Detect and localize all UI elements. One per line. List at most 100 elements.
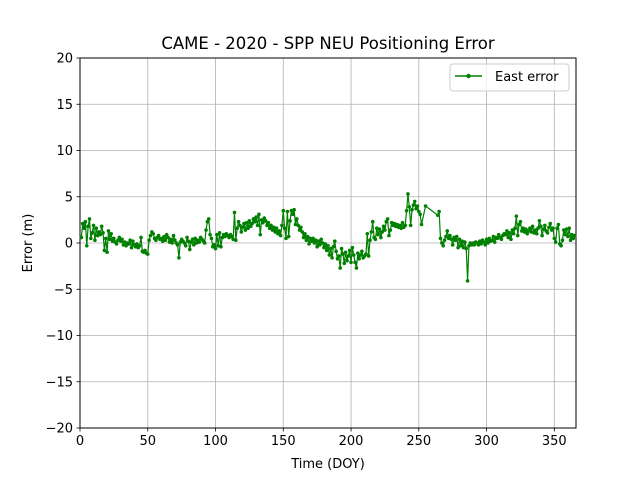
data-point [538, 224, 543, 229]
data-point [440, 241, 444, 245]
data-point [314, 238, 318, 243]
data-point [395, 222, 399, 227]
data-point [323, 242, 328, 246]
data-point [109, 231, 113, 236]
data-point [319, 237, 324, 242]
data-point [154, 238, 158, 243]
data-point [238, 223, 242, 228]
y-tick-label: 20 [56, 52, 73, 67]
data-point [116, 238, 120, 243]
data-point [171, 233, 176, 238]
data-point [419, 222, 424, 227]
data-point [560, 238, 565, 243]
data-point [90, 231, 94, 235]
data-point [202, 241, 207, 245]
data-point [236, 219, 241, 224]
data-point [467, 243, 471, 248]
data-point [342, 261, 347, 266]
data-point [356, 251, 360, 255]
data-point [459, 243, 463, 248]
data-point [265, 223, 269, 228]
data-point [446, 236, 451, 241]
data-point [337, 254, 341, 258]
data-point [461, 245, 466, 250]
data-point [308, 236, 313, 241]
data-point [370, 219, 375, 224]
data-point [567, 226, 572, 230]
x-tick-label: 200 [339, 434, 364, 449]
data-point [513, 226, 517, 230]
data-point [170, 241, 174, 245]
data-point [173, 238, 177, 243]
data-point [345, 258, 349, 263]
data-point [364, 252, 368, 256]
data-point [117, 235, 122, 240]
data-point [101, 231, 105, 235]
data-point [505, 229, 509, 233]
y-tick-label: −20 [46, 422, 73, 437]
data-point [240, 225, 245, 230]
data-point [551, 226, 555, 230]
data-point [108, 237, 112, 242]
data-point [339, 246, 344, 251]
data-point [189, 240, 193, 244]
data-point [357, 256, 361, 261]
data-point [261, 220, 265, 225]
data-point [379, 235, 383, 240]
data-point [389, 220, 394, 225]
data-point [288, 219, 292, 223]
data-point [506, 235, 511, 240]
data-point [484, 237, 489, 242]
data-point [312, 241, 317, 245]
data-point [162, 234, 166, 239]
data-point [281, 208, 286, 213]
x-tick-label: 300 [474, 434, 499, 449]
data-point [445, 229, 450, 233]
data-point [566, 234, 570, 239]
data-point [124, 243, 128, 248]
chart-title: CAME - 2020 - SPP NEU Positioning Error [161, 34, 494, 53]
data-point [463, 240, 467, 244]
data-point [410, 207, 414, 212]
data-point [553, 240, 558, 244]
data-point [437, 209, 441, 214]
data-point [242, 221, 246, 226]
data-point [411, 203, 416, 207]
data-point [526, 229, 531, 233]
data-point [387, 233, 391, 238]
data-point [227, 235, 231, 240]
data-point [296, 223, 300, 228]
data-point [377, 227, 382, 231]
data-point [495, 236, 500, 241]
data-point [86, 224, 90, 229]
data-point [82, 226, 86, 230]
data-point [239, 230, 244, 234]
data-point [346, 254, 351, 258]
data-point [93, 238, 97, 243]
data-point [297, 228, 302, 232]
data-point [182, 241, 187, 245]
data-point [280, 223, 284, 228]
data-point [276, 231, 280, 236]
data-point [145, 252, 150, 256]
data-point [289, 208, 294, 213]
data-point [216, 243, 221, 248]
data-point [301, 235, 306, 240]
data-point [482, 240, 486, 244]
data-point [564, 227, 569, 231]
data-point [384, 219, 389, 224]
data-point [121, 243, 126, 247]
data-point [392, 221, 397, 226]
data-point [552, 236, 557, 241]
data-point [572, 233, 577, 238]
data-point [353, 260, 357, 265]
data-point [406, 192, 410, 196]
data-point [166, 235, 170, 240]
data-point [465, 279, 470, 283]
data-point [129, 245, 134, 250]
data-point [328, 246, 333, 251]
data-point [547, 225, 551, 230]
data-point [114, 242, 119, 246]
data-point [519, 229, 524, 233]
